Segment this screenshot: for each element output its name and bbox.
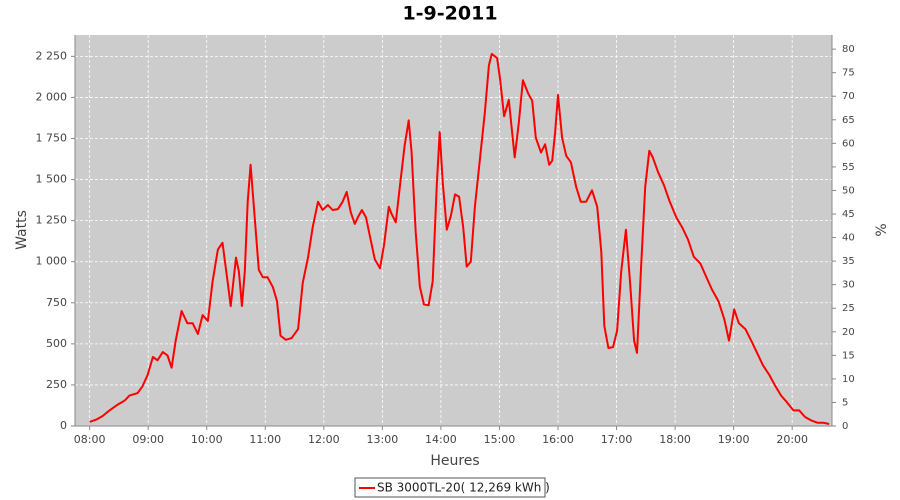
y-tick-label: 750 — [46, 296, 67, 309]
x-tick-label: 19:00 — [718, 433, 750, 446]
y-tick-label: 2 000 — [36, 90, 68, 103]
y2-tick-label: 5 — [842, 397, 848, 408]
x-tick-label: 16:00 — [542, 433, 574, 446]
x-tick-label: 10:00 — [191, 433, 223, 446]
x-tick-label: 15:00 — [484, 433, 516, 446]
y2-tick-label: 50 — [842, 185, 855, 196]
y2-tick-label: 30 — [842, 280, 855, 291]
y2-tick-label: 10 — [842, 374, 855, 385]
y-tick-label: 0 — [60, 419, 67, 432]
y-tick-label: 1 250 — [36, 214, 68, 227]
y2-axis-label: % — [874, 223, 890, 236]
y2-tick-label: 55 — [842, 162, 855, 173]
x-tick-label: 09:00 — [132, 433, 164, 446]
x-tick-label: 08:00 — [74, 433, 106, 446]
x-axis-label: Heures — [430, 453, 479, 469]
series-line — [89, 52, 830, 425]
y2-tick-label: 65 — [842, 115, 855, 126]
y2-tick-label: 25 — [842, 303, 855, 314]
y2-tick-label: 0 — [842, 421, 848, 432]
y-tick-label: 1 500 — [36, 173, 68, 186]
y2-tick-label: 80 — [842, 44, 855, 55]
y2-tick-label: 45 — [842, 209, 855, 220]
y-axis-label: Watts — [14, 210, 30, 250]
y-tick-label: 2 250 — [36, 49, 68, 62]
y-tick-label: 1 000 — [36, 255, 68, 268]
y-tick-label: 250 — [46, 378, 67, 391]
x-tick-label: 12:00 — [308, 433, 340, 446]
y2-tick-label: 20 — [842, 327, 855, 338]
x-tick-label: 13:00 — [367, 433, 399, 446]
y2-tick-label: 40 — [842, 233, 855, 244]
y2-tick-label: 75 — [842, 68, 855, 79]
chart-title: 1-9-2011 — [402, 3, 497, 25]
x-tick-label: 17:00 — [601, 433, 633, 446]
y2-tick-label: 35 — [842, 256, 855, 267]
x-tick-label: 18:00 — [659, 433, 691, 446]
legend-label: SB 3000TL-20( 12,269 kWh ) — [377, 481, 550, 495]
plot-area — [75, 35, 832, 426]
x-tick-label: 20:00 — [776, 433, 808, 446]
y-tick-label: 1 750 — [36, 132, 68, 145]
y-tick-label: 500 — [46, 337, 67, 350]
y2-tick-label: 60 — [842, 138, 855, 149]
x-tick-label: 14:00 — [425, 433, 457, 446]
x-tick-label: 11:00 — [249, 433, 281, 446]
y2-tick-label: 15 — [842, 350, 855, 361]
legend — [354, 477, 546, 498]
y2-tick-label: 70 — [842, 91, 855, 102]
